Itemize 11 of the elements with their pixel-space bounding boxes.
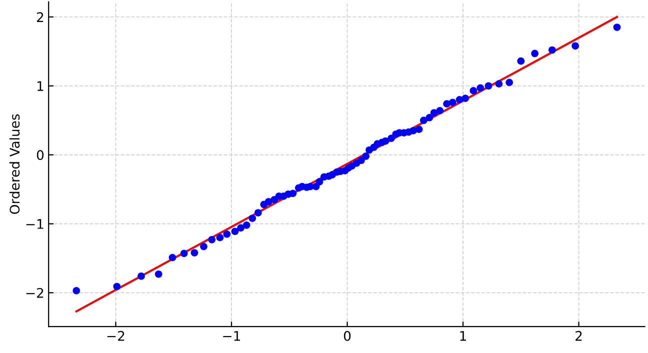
y-tick-label: 2 <box>37 12 44 22</box>
x-tick-label: −2 <box>107 330 124 341</box>
x-tick-label: −1 <box>223 331 240 341</box>
x-tick-label: 2 <box>576 330 582 341</box>
y-tick-label: 0 <box>36 150 44 160</box>
x-tick-label: 1 <box>460 331 466 341</box>
y-tick-label: −2 <box>26 288 44 298</box>
y-tick-label: 1 <box>37 81 44 91</box>
y-axis-title: Ordered Values <box>9 114 20 214</box>
x-tick-label: 0 <box>344 330 351 341</box>
y-tick-label: −1 <box>26 219 44 229</box>
